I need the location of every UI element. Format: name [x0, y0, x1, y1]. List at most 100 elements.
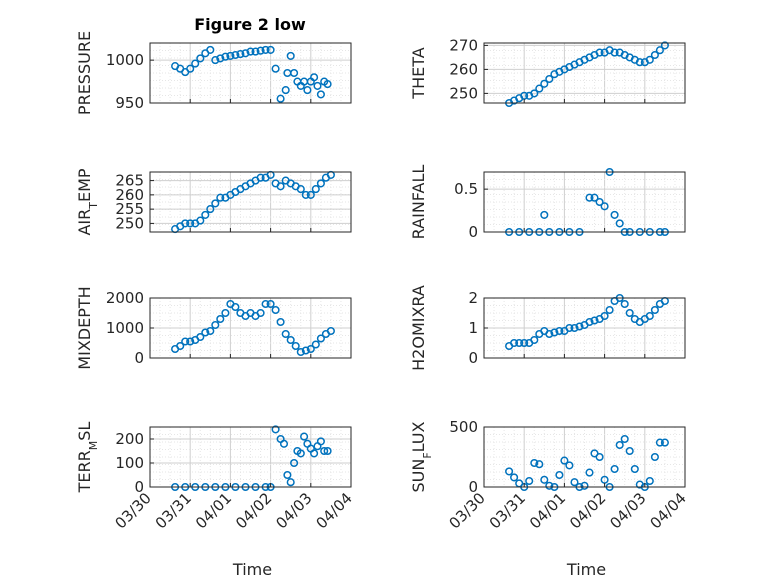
y-axis-label: PRESSURE: [75, 31, 94, 115]
y-tick-label: 500: [449, 418, 478, 436]
data-point: [261, 45, 270, 54]
data-point: [630, 464, 639, 474]
data-point: [266, 299, 275, 309]
data-point: [650, 50, 659, 60]
data-point: [211, 56, 220, 65]
data-point: [530, 458, 539, 468]
data-point: [211, 320, 220, 330]
data-point: [620, 434, 629, 444]
data-point: [590, 316, 599, 325]
data-point: [251, 47, 260, 56]
data-point: [271, 425, 280, 434]
y-tick-label: 0: [468, 223, 478, 241]
data-point: [181, 337, 190, 346]
y-tick-label: 265: [115, 172, 144, 190]
data-point: [206, 205, 215, 214]
data-point: [261, 299, 270, 309]
x-axis-label: Time: [566, 560, 606, 579]
data-point: [615, 440, 624, 450]
y-axis-label: THETA: [409, 47, 428, 99]
data-point: [296, 449, 305, 458]
data-point: [535, 84, 544, 93]
data-point: [520, 338, 529, 348]
data-point: [510, 473, 519, 482]
data-point: [610, 464, 619, 474]
data-point: [290, 68, 299, 78]
data-point: [290, 458, 299, 468]
data-point: [625, 308, 634, 318]
data-point: [276, 317, 285, 327]
data-point: [530, 89, 539, 98]
data-point: [196, 216, 205, 225]
data-point: [211, 199, 220, 208]
data-point: [196, 54, 205, 63]
data-point: [216, 193, 225, 202]
data-point: [585, 193, 594, 202]
data-point: [545, 74, 554, 84]
y-tick-label: 260: [115, 186, 144, 204]
data-point: [231, 302, 240, 312]
y-tick-label: 100: [115, 454, 144, 472]
data-point: [316, 334, 325, 343]
axes-box: [483, 42, 686, 104]
y-axis-label: TERRMSL: [75, 422, 100, 494]
data-point: [316, 437, 325, 446]
data-point: [645, 476, 654, 486]
data-point: [605, 305, 614, 315]
data-point: [595, 452, 604, 462]
y-tick-label: 2: [468, 289, 478, 307]
data-point: [590, 193, 599, 202]
data-point: [306, 190, 315, 199]
data-point: [286, 51, 295, 60]
data-point: [216, 54, 225, 63]
data-point: [610, 210, 619, 219]
data-point: [310, 449, 319, 458]
subplot-2: 250 260 270 THETA: [409, 36, 686, 108]
data-point: [201, 210, 210, 219]
data-point: [256, 46, 265, 55]
data-point: [266, 45, 275, 54]
data-point: [191, 59, 200, 68]
data-point: [535, 460, 544, 469]
data-point: [600, 311, 609, 321]
data-point: [595, 197, 604, 207]
data-point: [181, 219, 190, 228]
data-point: [540, 475, 549, 484]
data-point: [286, 335, 295, 345]
y-axis-label: RAINFALL: [409, 165, 428, 240]
data-point: [186, 64, 195, 73]
y-axis-label: SUNFLUX: [409, 421, 434, 492]
data-point: [560, 456, 569, 465]
data-point: [301, 190, 310, 199]
data-point: [525, 476, 534, 486]
data-point: [256, 308, 265, 318]
data-point: [196, 332, 205, 342]
data-point: [555, 470, 564, 480]
data-point: [276, 94, 285, 103]
data-point: [635, 58, 644, 67]
data-point: [323, 80, 332, 89]
axes-box: [483, 171, 686, 233]
data-point: [585, 468, 594, 477]
y-tick-label: 950: [115, 94, 144, 112]
subplot-4: 0 0.5 RAINFALL: [409, 165, 686, 241]
data-point: [186, 219, 195, 228]
y-tick-label: 250: [115, 214, 144, 232]
data-point: [650, 452, 659, 462]
data-point: [281, 329, 290, 339]
data-point: [610, 48, 619, 57]
axes-box: [149, 42, 352, 104]
data-point: [565, 461, 574, 470]
data-point: [595, 48, 604, 57]
subplot-5: 0 1000 2000 MIXDEPTH: [75, 286, 352, 370]
data-point: [296, 347, 305, 357]
data-point: [226, 51, 235, 60]
data-point: [515, 338, 524, 348]
data-point: [585, 317, 594, 327]
data-point: [540, 79, 549, 88]
data-point: [645, 55, 654, 64]
y-tick-label: 0: [134, 478, 144, 496]
y-tick-label: 1: [468, 319, 478, 337]
